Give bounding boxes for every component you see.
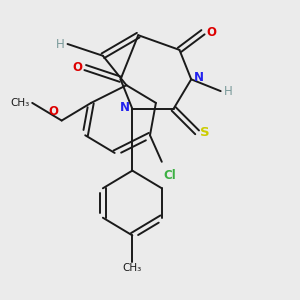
Text: Cl: Cl xyxy=(163,169,176,182)
Text: S: S xyxy=(200,126,210,139)
Text: N: N xyxy=(194,71,204,84)
Text: O: O xyxy=(72,61,82,74)
Text: O: O xyxy=(49,105,59,118)
Text: O: O xyxy=(206,26,216,39)
Text: H: H xyxy=(56,38,64,50)
Text: H: H xyxy=(224,85,232,98)
Text: N: N xyxy=(119,101,129,114)
Text: CH₃: CH₃ xyxy=(10,98,29,108)
Text: CH₃: CH₃ xyxy=(123,263,142,273)
